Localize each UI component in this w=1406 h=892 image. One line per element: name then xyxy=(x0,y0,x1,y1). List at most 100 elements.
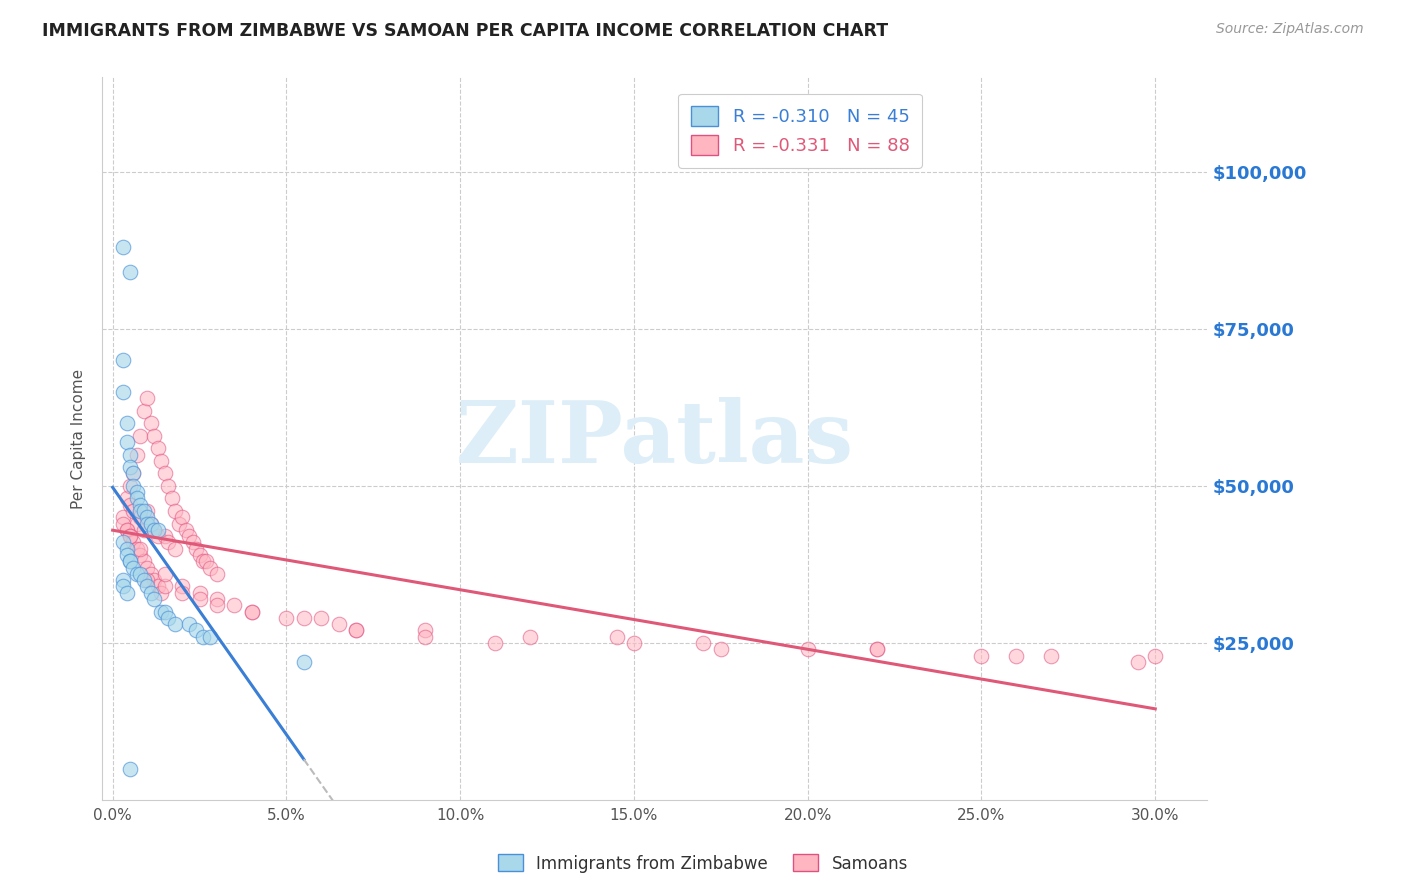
Point xyxy=(112,579,135,593)
Point xyxy=(143,428,166,442)
Point xyxy=(153,579,176,593)
Point xyxy=(195,554,218,568)
Point xyxy=(115,523,138,537)
Point xyxy=(115,491,138,506)
Point xyxy=(172,579,194,593)
Point xyxy=(146,579,169,593)
Point xyxy=(125,541,148,556)
Legend: R = -0.310   N = 45, R = -0.331   N = 88: R = -0.310 N = 45, R = -0.331 N = 88 xyxy=(679,94,922,168)
Y-axis label: Per Capita Income: Per Capita Income xyxy=(72,368,86,508)
Point xyxy=(129,504,152,518)
Point xyxy=(112,384,135,399)
Point xyxy=(139,566,162,581)
Point xyxy=(484,636,506,650)
Point xyxy=(240,605,263,619)
Text: ZIPatlas: ZIPatlas xyxy=(456,397,853,481)
Point xyxy=(125,516,148,531)
Point xyxy=(415,624,437,638)
Point xyxy=(181,535,204,549)
Point xyxy=(292,611,315,625)
Point xyxy=(118,448,141,462)
Point xyxy=(129,428,152,442)
Point xyxy=(710,642,733,657)
Point xyxy=(191,630,214,644)
Point xyxy=(115,548,138,562)
Point xyxy=(184,541,207,556)
Point xyxy=(292,655,315,669)
Point xyxy=(132,573,155,587)
Point xyxy=(328,617,350,632)
Point xyxy=(970,648,993,663)
Point xyxy=(165,617,187,632)
Point xyxy=(344,624,367,638)
Point xyxy=(118,529,141,543)
Point xyxy=(118,460,141,475)
Point xyxy=(177,529,200,543)
Point xyxy=(165,504,187,518)
Point xyxy=(188,586,211,600)
Point xyxy=(146,441,169,455)
Point xyxy=(139,516,162,531)
Point xyxy=(157,535,180,549)
Point xyxy=(125,448,148,462)
Point xyxy=(188,548,211,562)
Point xyxy=(129,566,152,581)
Point xyxy=(143,592,166,607)
Point xyxy=(866,642,889,657)
Point xyxy=(606,630,628,644)
Point xyxy=(150,605,173,619)
Point xyxy=(240,605,263,619)
Point xyxy=(136,510,159,524)
Point xyxy=(118,479,141,493)
Point xyxy=(132,523,155,537)
Point xyxy=(1040,648,1063,663)
Point xyxy=(129,548,152,562)
Point xyxy=(129,498,152,512)
Point xyxy=(136,579,159,593)
Point xyxy=(125,566,148,581)
Point xyxy=(150,586,173,600)
Point xyxy=(143,523,166,537)
Point xyxy=(112,510,135,524)
Point xyxy=(205,566,228,581)
Point xyxy=(136,516,159,531)
Legend: Immigrants from Zimbabwe, Samoans: Immigrants from Zimbabwe, Samoans xyxy=(492,847,914,880)
Point xyxy=(122,504,145,518)
Point xyxy=(150,454,173,468)
Point xyxy=(115,416,138,430)
Point xyxy=(139,586,162,600)
Point xyxy=(172,510,194,524)
Point xyxy=(157,611,180,625)
Point xyxy=(184,624,207,638)
Point xyxy=(132,554,155,568)
Point xyxy=(1005,648,1028,663)
Point xyxy=(125,485,148,500)
Point xyxy=(160,491,183,506)
Point xyxy=(224,599,246,613)
Point xyxy=(198,560,221,574)
Point xyxy=(125,491,148,506)
Point xyxy=(122,467,145,481)
Point xyxy=(177,617,200,632)
Point xyxy=(139,416,162,430)
Point xyxy=(174,523,197,537)
Point xyxy=(153,467,176,481)
Point xyxy=(139,516,162,531)
Point xyxy=(129,510,152,524)
Point xyxy=(115,434,138,449)
Point xyxy=(122,467,145,481)
Point xyxy=(198,630,221,644)
Point xyxy=(205,592,228,607)
Point xyxy=(118,498,141,512)
Point xyxy=(167,516,190,531)
Point xyxy=(132,504,155,518)
Point xyxy=(623,636,645,650)
Point xyxy=(153,605,176,619)
Point xyxy=(1126,655,1149,669)
Point xyxy=(143,573,166,587)
Point xyxy=(188,592,211,607)
Point xyxy=(143,523,166,537)
Text: IMMIGRANTS FROM ZIMBABWE VS SAMOAN PER CAPITA INCOME CORRELATION CHART: IMMIGRANTS FROM ZIMBABWE VS SAMOAN PER C… xyxy=(42,22,889,40)
Point xyxy=(191,554,214,568)
Point xyxy=(136,573,159,587)
